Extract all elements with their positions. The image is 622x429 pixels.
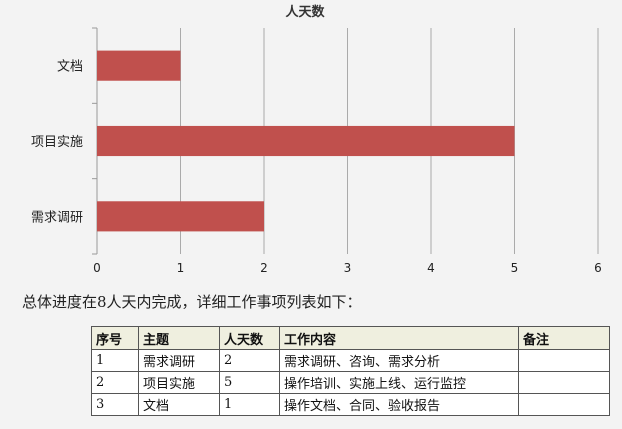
category-label: 项目实施 bbox=[31, 135, 83, 150]
x-tick-label: 0 bbox=[93, 261, 101, 275]
bar bbox=[97, 201, 264, 232]
cell-topic: 项目实施 bbox=[138, 371, 220, 394]
bar bbox=[97, 50, 181, 81]
cell-remarks bbox=[518, 393, 610, 416]
header-remarks: 备注 bbox=[518, 326, 610, 350]
cell-work-content: 操作文档、合同、验收报告 bbox=[279, 393, 519, 416]
chart-title: 人天数 bbox=[285, 4, 325, 20]
header-person-days: 人天数 bbox=[219, 326, 280, 350]
x-tick-label: 1 bbox=[177, 261, 185, 275]
x-tick-label: 6 bbox=[594, 261, 602, 275]
x-tick-label: 4 bbox=[427, 261, 435, 275]
cell-person-days: 5 bbox=[219, 371, 280, 394]
table-row: 2 项目实施 5 操作培训、实施上线、运行监控 bbox=[91, 371, 610, 394]
table-row: 1 需求调研 2 需求调研、咨询、需求分析 bbox=[91, 349, 610, 372]
table-header-row: 序号 主题 人天数 工作内容 备注 bbox=[91, 326, 610, 350]
cell-index: 1 bbox=[91, 349, 139, 372]
cell-work-content: 操作培训、实施上线、运行监控 bbox=[279, 371, 519, 394]
x-tick-label: 2 bbox=[260, 261, 268, 275]
cell-work-content: 需求调研、咨询、需求分析 bbox=[279, 349, 519, 372]
cell-person-days: 1 bbox=[219, 393, 280, 416]
category-label: 需求调研 bbox=[31, 210, 83, 225]
cell-index: 3 bbox=[91, 393, 139, 416]
header-topic: 主题 bbox=[138, 326, 220, 350]
cell-person-days: 2 bbox=[219, 349, 280, 372]
summary-text: 总体进度在8人天内完成，详细工作事项列表如下： bbox=[22, 293, 362, 311]
cell-topic: 需求调研 bbox=[138, 349, 220, 372]
header-work-content: 工作内容 bbox=[279, 326, 519, 350]
cell-topic: 文档 bbox=[138, 393, 220, 416]
table-row: 3 文档 1 操作文档、合同、验收报告 bbox=[91, 393, 610, 416]
header-index: 序号 bbox=[91, 326, 139, 350]
category-label: 文档 bbox=[57, 60, 83, 75]
bar bbox=[97, 125, 515, 157]
x-tick-label: 5 bbox=[511, 261, 519, 275]
cell-remarks bbox=[518, 349, 610, 372]
task-table: 序号 主题 人天数 工作内容 备注 1 需求调研 2 需求调研、咨询、需求分析 … bbox=[91, 326, 610, 416]
cell-index: 2 bbox=[91, 371, 139, 394]
cell-remarks bbox=[518, 371, 610, 394]
x-tick-label: 3 bbox=[344, 261, 352, 275]
